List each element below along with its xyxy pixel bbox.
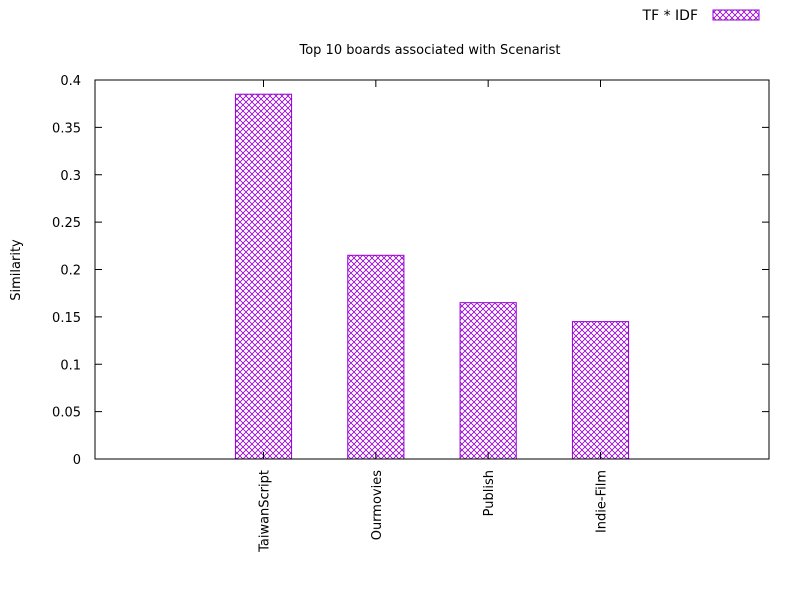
legend-swatch [712, 9, 760, 21]
y-tick-label: 0.2 [60, 264, 81, 279]
bar-indie-film [571, 321, 630, 460]
y-tick-label: 0.3 [60, 169, 81, 184]
bar-taiwanscript [234, 93, 293, 460]
chart-title: Top 10 boards associated with Scenarist [298, 43, 560, 58]
y-tick-label: 0.25 [52, 216, 81, 231]
bar-ourmovies [347, 254, 405, 460]
y-tick-label: 0.4 [60, 74, 81, 89]
x-tick-label: TaiwanScript [258, 470, 273, 553]
y-tick-label: 0.35 [52, 121, 81, 136]
legend: TF * IDF [642, 8, 760, 24]
y-tick-label: 0 [73, 453, 81, 468]
plot-area: 0 0.05 0.1 0.15 0.2 0.25 0.3 0.35 0.4 TaiwanScrip… [52, 74, 770, 553]
bar-publish [459, 302, 517, 460]
x-tick-label: Indie-Film [595, 470, 610, 533]
plot-frame [94, 79, 770, 460]
y-axis-label: Similarity [9, 239, 24, 301]
y-tick-label: 0.1 [60, 358, 81, 373]
y-tick-label: 0.15 [52, 311, 81, 326]
x-tick-label: Ourmovies [370, 470, 385, 541]
y-tick-label: 0.05 [52, 406, 81, 421]
legend-label: TF * IDF [642, 8, 698, 24]
x-tick-label: Publish [482, 470, 497, 516]
